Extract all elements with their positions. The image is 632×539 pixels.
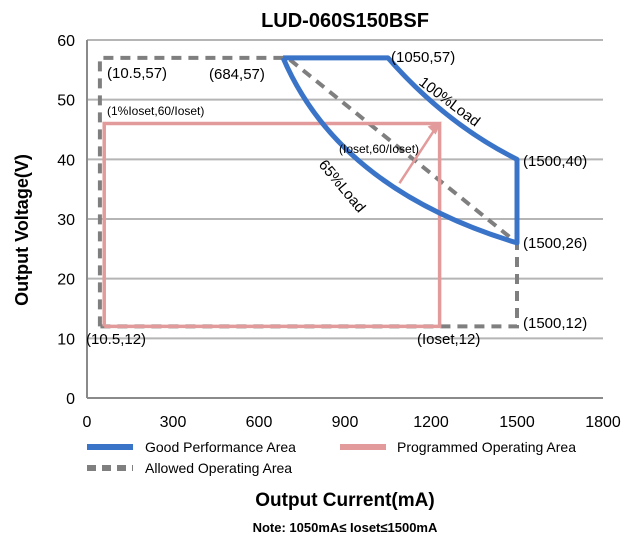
legend-label: Good Performance Area (145, 439, 296, 455)
y-tick-label: 60 (57, 33, 75, 50)
annotation-label: (Ioset,60/Ioset) (339, 142, 419, 156)
series-layer (97, 55, 520, 329)
annotation-label: (1500,40) (523, 153, 587, 170)
y-tick-label: 10 (57, 331, 75, 348)
annotation-label: (1500,12) (523, 315, 587, 332)
axes (86, 40, 603, 399)
annotation-label: (10.5,57) (107, 65, 167, 82)
x-axis-label: Output Current(mA) (255, 490, 434, 511)
ioset-arrow-line (398, 125, 438, 184)
chart-note: Note: 1050mA≤ Ioset≤1500mA (253, 520, 438, 535)
annotations: (10.5,57) (684,57)(1050,57)100%Load(1%Ios… (86, 49, 587, 348)
annotation-label: (1500,26) (523, 235, 587, 252)
good-performance-area-outline (280, 55, 520, 246)
y-tick-label: 50 (57, 93, 75, 110)
annotation-label: (Ioset,12) (417, 331, 480, 348)
y-axis-ticks: 0 10 20 30 40 50 60 (57, 33, 75, 408)
annotation-label: (10.5,12) (86, 331, 146, 348)
y-tick-label: 30 (57, 212, 75, 229)
y-tick-label: 20 (57, 272, 75, 289)
legend-label: Programmed Operating Area (397, 439, 576, 455)
y-tick-label: 40 (57, 152, 75, 169)
annotation-label: (1%Ioset,60/Ioset) (107, 104, 204, 118)
x-tick-label: 1800 (585, 414, 621, 431)
x-tick-label: 1200 (413, 414, 449, 431)
x-tick-label: 900 (332, 414, 359, 431)
grid (87, 39, 603, 340)
allowed-operating-area-outline (97, 55, 519, 329)
annotation-label: (684,57) (209, 66, 265, 83)
chart-title: LUD-060S150BSF (261, 10, 429, 32)
legend: Good Performance Area Programmed Operatin… (87, 439, 576, 476)
x-axis-ticks: 0 300 600 900 1200 1500 1800 (83, 414, 621, 431)
y-tick-label: 0 (66, 391, 75, 408)
x-tick-label: 600 (246, 414, 273, 431)
ioset-arrow-head (427, 121, 442, 135)
y-axis-label: Output Voltage(V) (12, 154, 32, 306)
x-tick-label: 1500 (499, 414, 535, 431)
x-tick-label: 0 (83, 414, 92, 431)
x-tick-label: 300 (160, 414, 187, 431)
annotation-label: (1050,57) (391, 49, 455, 66)
legend-label: Allowed Operating Area (145, 460, 292, 476)
